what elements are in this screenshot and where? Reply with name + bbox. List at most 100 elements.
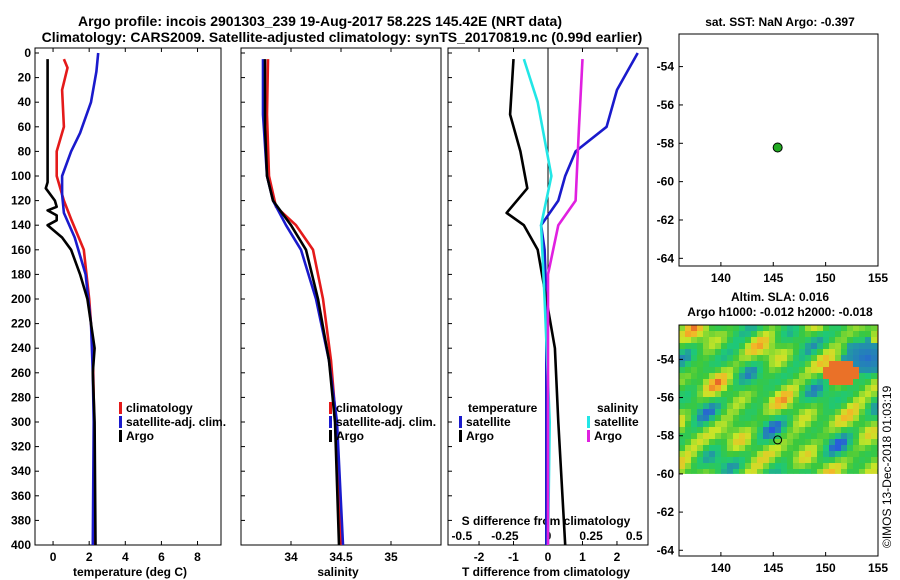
- heatmap-cell: [817, 403, 824, 410]
- heatmap-cell: [745, 457, 752, 464]
- heatmap-cell: [697, 385, 704, 392]
- heatmap-cell: [715, 361, 722, 368]
- imos-watermark: ©IMOS 13-Dec-2018 01:03:19: [880, 385, 894, 548]
- heatmap-cell: [679, 391, 686, 398]
- heatmap-cell: [829, 373, 836, 380]
- depth-tick-label: 300: [11, 415, 31, 429]
- heatmap-cell: [787, 421, 794, 428]
- heatmap-cell: [871, 427, 878, 434]
- heatmap-cell: [757, 331, 764, 338]
- heatmap-cell: [757, 421, 764, 428]
- heatmap-cell: [751, 457, 758, 464]
- heatmap-cell: [721, 337, 728, 344]
- heatmap-cell: [853, 331, 860, 338]
- x-tick-label: 0: [50, 550, 57, 564]
- heatmap-cell: [823, 457, 830, 464]
- heatmap-cell: [739, 361, 746, 368]
- heatmap-cell: [829, 409, 836, 416]
- heatmap-cell: [733, 343, 740, 350]
- heatmap-cell: [703, 361, 710, 368]
- heatmap-cell: [853, 325, 860, 332]
- heatmap-cell: [775, 379, 782, 386]
- heatmap-cell: [715, 427, 722, 434]
- heatmap-cell: [775, 439, 782, 446]
- heatmap-cell: [757, 373, 764, 380]
- heatmap-cell: [757, 451, 764, 458]
- heatmap-cell: [769, 415, 776, 422]
- heatmap-cell: [709, 409, 716, 416]
- heatmap-cell: [709, 325, 716, 332]
- heatmap-cell: [703, 355, 710, 362]
- map-y-tick-label: -62: [657, 505, 675, 519]
- heatmap-cell: [781, 373, 788, 380]
- heatmap-cell: [757, 403, 764, 410]
- heatmap-cell: [745, 355, 752, 362]
- sst-map-ticks: 140 145 150 155 -54 -56 -58 -60 -62 -64: [657, 60, 889, 285]
- heatmap-cell: [757, 367, 764, 374]
- heatmap-cell: [763, 355, 770, 362]
- heatmap-cell: [691, 343, 698, 350]
- heatmap-cell: [745, 343, 752, 350]
- heatmap-cell: [817, 367, 824, 374]
- heatmap-cell: [799, 355, 806, 362]
- legend-swatch-s-satellite: [587, 416, 590, 428]
- heatmap-cell: [829, 385, 836, 392]
- heatmap-cell: [709, 331, 716, 338]
- heatmap-cell: [811, 439, 818, 446]
- heatmap-cell: [775, 457, 782, 464]
- heatmap-cell: [805, 391, 812, 398]
- heatmap-cell: [811, 337, 818, 344]
- heatmap-cell: [757, 409, 764, 416]
- heatmap-cell: [697, 349, 704, 356]
- depth-tick-label: 120: [11, 194, 31, 208]
- heatmap-cell: [703, 337, 710, 344]
- heatmap-cell: [811, 367, 818, 374]
- heatmap-cell: [769, 427, 776, 434]
- depth-tick-label: 40: [18, 95, 32, 109]
- heatmap-cell: [865, 391, 872, 398]
- heatmap-cell: [817, 373, 824, 380]
- heatmap-cell: [751, 391, 758, 398]
- heatmap-cell: [793, 421, 800, 428]
- legend-label-climatology: climatology: [336, 401, 403, 415]
- heatmap-cell: [685, 361, 692, 368]
- heatmap-cell: [859, 349, 866, 356]
- heatmap-cell: [709, 433, 716, 440]
- heatmap-cell: [757, 379, 764, 386]
- heatmap-cell: [715, 391, 722, 398]
- heatmap-cell: [703, 397, 710, 404]
- heatmap-cell: [805, 361, 812, 368]
- heatmap-cell: [709, 457, 716, 464]
- heatmap-cell: [691, 457, 698, 464]
- heatmap-cell: [727, 421, 734, 428]
- heatmap-cell: [781, 463, 788, 470]
- heatmap-cell: [823, 391, 830, 398]
- heatmap-cell: [751, 397, 758, 404]
- heatmap-cell: [769, 337, 776, 344]
- depth-tick-label: 160: [11, 243, 31, 257]
- depth-tick-label: 200: [11, 292, 31, 306]
- salinity-panel-frame: [240, 47, 442, 546]
- heatmap-cell: [757, 325, 764, 332]
- heatmap-cell: [853, 367, 860, 374]
- heatmap-cell: [787, 361, 794, 368]
- heatmap-cell: [703, 325, 710, 332]
- heatmap-cell: [871, 415, 878, 422]
- heatmap-cell: [823, 463, 830, 470]
- heatmap-cell: [871, 439, 878, 446]
- heatmap-cell: [847, 343, 854, 350]
- heatmap-cell: [823, 373, 830, 380]
- map-x-tick-label: 155: [868, 271, 888, 285]
- heatmap-cell: [811, 391, 818, 398]
- heatmap-cell: [853, 361, 860, 368]
- sst-map-title: sat. SST: NaN Argo: -0.397: [705, 15, 855, 29]
- heatmap-cell: [775, 385, 782, 392]
- heatmap-cell: [865, 457, 872, 464]
- heatmap-cell: [769, 463, 776, 470]
- heatmap-cell: [859, 325, 866, 332]
- heatmap-cell: [697, 343, 704, 350]
- heatmap-cell: [835, 433, 842, 440]
- heatmap-cell: [835, 421, 842, 428]
- heatmap-cell: [805, 355, 812, 362]
- heatmap-cell: [721, 355, 728, 362]
